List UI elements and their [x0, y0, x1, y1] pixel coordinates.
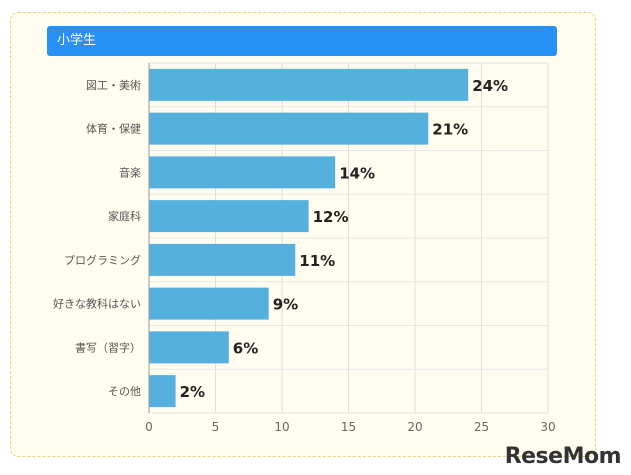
chart-title: 小学生	[47, 26, 557, 56]
category-label: 書写（習字）	[75, 340, 141, 354]
x-tick-label: 0	[145, 420, 153, 434]
x-tick-label: 15	[341, 420, 356, 434]
x-tick-label: 25	[474, 420, 489, 434]
value-label: 21%	[432, 121, 468, 139]
category-label: 好きな教科はない	[53, 297, 141, 311]
x-tick-label: 20	[407, 420, 422, 434]
bar	[149, 156, 336, 189]
category-label: その他	[108, 385, 141, 398]
category-label: 音楽	[119, 165, 141, 179]
x-tick-label: 10	[274, 420, 289, 434]
value-label: 6%	[233, 339, 258, 357]
bar	[149, 331, 229, 364]
value-label: 14%	[339, 164, 375, 182]
category-label: 図工・美術	[86, 79, 141, 92]
bar	[149, 68, 469, 101]
x-tick-label: 5	[212, 420, 220, 434]
value-label: 2%	[180, 383, 205, 401]
bar	[149, 375, 176, 408]
value-label: 24%	[472, 77, 508, 95]
bar	[149, 200, 309, 233]
x-tick-label: 30	[540, 420, 555, 434]
value-label: 11%	[299, 252, 335, 270]
bar	[149, 243, 296, 276]
category-label: 体育・保健	[86, 122, 141, 136]
value-label: 9%	[273, 296, 298, 314]
category-label: プログラミング	[64, 253, 141, 267]
bar	[149, 112, 429, 145]
bar	[149, 287, 269, 320]
value-label: 12%	[313, 208, 349, 226]
resemom-logo: ReseMom	[504, 444, 622, 469]
category-label: 家庭科	[108, 209, 141, 223]
